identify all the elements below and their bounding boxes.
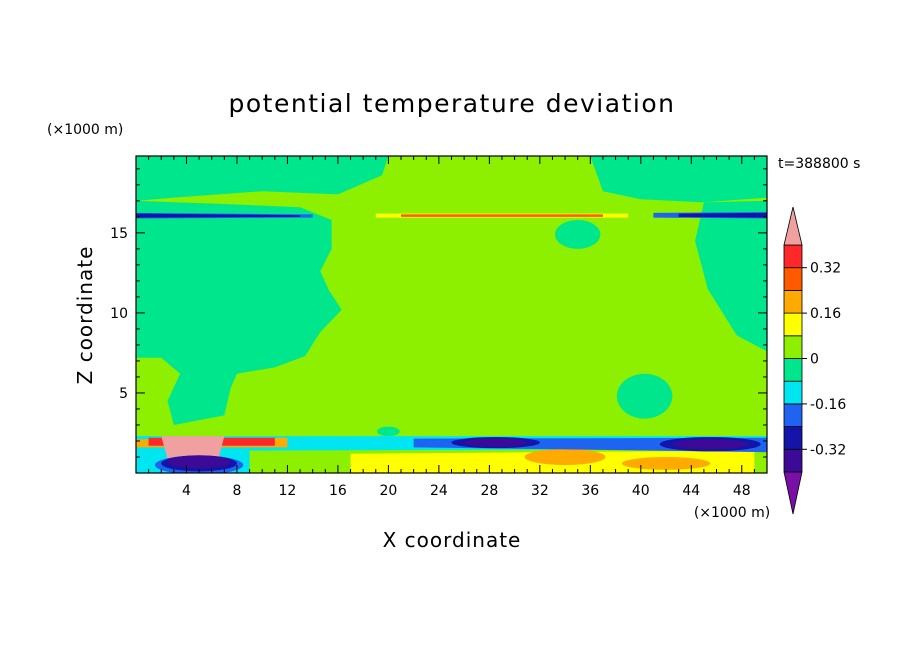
colorbar-segment <box>783 244 803 269</box>
colorbar-tick-label: 0 <box>810 352 819 368</box>
chart-title: potential temperature deviation <box>229 89 676 118</box>
cool-blob <box>377 426 400 437</box>
y-tick-label: 15 <box>110 226 128 242</box>
x-tick-label: 20 <box>379 483 397 499</box>
x-tick-label: 16 <box>329 483 347 499</box>
x-tick-label: 12 <box>279 483 297 499</box>
y-unit-label: (×1000 m) <box>47 122 123 138</box>
cool-blob <box>616 373 673 419</box>
colorbar-segment <box>783 335 803 359</box>
tropopause-cold <box>136 213 301 218</box>
colorbar-segment <box>783 380 803 405</box>
colorbar-tick-label: -0.32 <box>810 442 846 458</box>
tropopause-cold <box>678 212 767 218</box>
x-axis-label: X coordinate <box>383 528 522 552</box>
surface-hot <box>524 448 606 465</box>
contour-field <box>136 156 767 473</box>
y-axis-label: Z coordinate <box>73 246 97 385</box>
x-tick-label: 24 <box>430 483 448 499</box>
x-tick-label: 48 <box>733 483 751 499</box>
x-tick-label: 28 <box>480 483 498 499</box>
colorbar-tick-label: 0.32 <box>810 261 841 277</box>
upper-cool-layer <box>136 156 767 203</box>
y-tick-label: 5 <box>119 386 128 402</box>
tropopause-hot <box>401 214 603 217</box>
cool-blob <box>207 365 224 382</box>
x-tick-label: 8 <box>232 483 241 499</box>
y-axis-ticks: 5 10 15 <box>110 168 767 458</box>
x-tick-label: 36 <box>581 483 599 499</box>
left-cool-plume <box>136 200 342 425</box>
x-unit-label: (×1000 m) <box>694 505 770 521</box>
colorbar-segment <box>783 448 803 473</box>
colorbar-segment <box>783 426 803 450</box>
colorbar-segment <box>783 289 803 314</box>
colorbar-segment <box>783 403 803 427</box>
cool-blob <box>554 220 601 249</box>
colorbar-segment <box>783 312 803 337</box>
colorbar-tick-label: -0.16 <box>810 397 846 413</box>
y-tick-label: 10 <box>110 306 128 322</box>
colorbar-min-arrow <box>783 471 803 515</box>
surface-hot <box>621 456 711 470</box>
inversion-coldest <box>672 439 749 449</box>
colorbar-segment <box>783 267 803 291</box>
x-axis-ticks: 4 8 12 16 20 24 28 32 36 40 44 48 <box>148 156 755 499</box>
x-tick-label: 32 <box>531 483 549 499</box>
colorbar: 0.32 0.16 0 -0.16 -0.32 <box>783 206 846 515</box>
inversion-coldest <box>464 438 528 447</box>
low-coldest <box>167 455 231 469</box>
x-tick-label: 44 <box>682 483 700 499</box>
inversion-max <box>161 436 225 461</box>
colorbar-tick-label: 0.16 <box>810 306 841 322</box>
right-cool-plume <box>695 200 767 352</box>
colorbar-max-arrow <box>783 206 803 246</box>
x-tick-label: 4 <box>182 483 191 499</box>
x-tick-label: 40 <box>632 483 650 499</box>
colorbar-segment <box>783 358 803 382</box>
time-label: t=388800 s <box>778 156 860 172</box>
